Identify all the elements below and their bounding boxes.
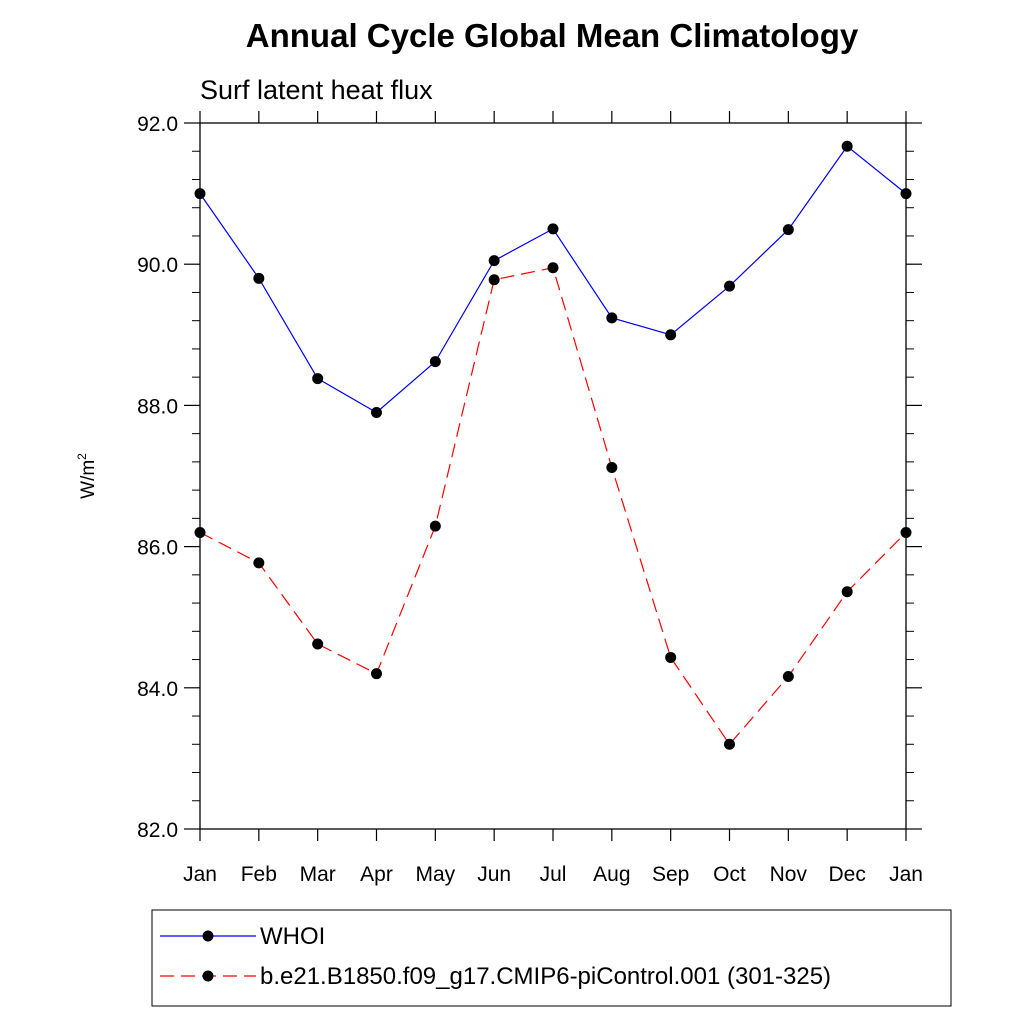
y-tick-label: 86.0 <box>137 537 178 560</box>
data-point <box>429 520 441 532</box>
x-tick-label: Oct <box>713 863 746 886</box>
y-tick-label: 90.0 <box>137 254 178 277</box>
x-tick-label: Aug <box>593 863 630 886</box>
series-group <box>194 140 912 750</box>
x-tick-label: Mar <box>300 863 336 886</box>
y-tick-labels: 82.0 84.0 86.0 88.0 90.0 92.0 <box>137 113 178 842</box>
data-point <box>312 638 324 650</box>
chart-title: Annual Cycle Global Mean Climatology <box>246 17 859 54</box>
x-tick-label: Jun <box>477 863 511 886</box>
y-tick-label: 92.0 <box>137 113 178 136</box>
x-tick-label: Feb <box>241 863 277 886</box>
data-point <box>312 373 324 385</box>
x-tick-label: Apr <box>360 863 393 886</box>
legend-marker <box>202 970 214 982</box>
data-point <box>429 356 441 368</box>
axis-ticks <box>184 111 922 841</box>
x-tick-label: May <box>415 863 455 886</box>
data-point <box>782 224 794 236</box>
data-point <box>253 557 265 569</box>
x-tick-label: Jul <box>540 863 567 886</box>
data-point <box>841 586 853 598</box>
data-point <box>371 406 382 418</box>
y-tick-label: 84.0 <box>137 678 178 701</box>
data-point <box>782 671 794 683</box>
data-point <box>606 462 618 474</box>
data-point <box>665 329 677 341</box>
legend-label: b.e21.B1850.f09_g17.CMIP6-piControl.001 … <box>260 963 831 990</box>
x-tick-label: Jan <box>183 863 217 886</box>
data-point <box>665 651 677 663</box>
x-tick-label: Dec <box>828 863 865 886</box>
data-point <box>488 274 500 286</box>
y-axis-label-base: W/m <box>78 460 99 499</box>
series-line <box>199 267 907 746</box>
x-tick-label: Jan <box>889 863 923 886</box>
legend-box <box>151 909 952 1007</box>
data-point <box>547 262 559 274</box>
series-line <box>199 145 907 414</box>
legend-label: WHOI <box>260 923 325 950</box>
data-point <box>724 280 735 292</box>
data-point <box>900 188 912 200</box>
data-point <box>547 223 559 235</box>
legend: WHOI b.e21.B1850.f09_g17.CMIP6-piControl.… <box>160 923 831 990</box>
data-point <box>371 668 382 680</box>
data-point <box>606 312 618 324</box>
data-point <box>194 188 206 200</box>
y-axis-label-superscript: 2 <box>75 453 89 460</box>
y-axis-label: W/m2 <box>75 453 99 499</box>
chart-subtitle: Surf latent heat flux <box>200 75 433 105</box>
y-tick-label: 88.0 <box>137 395 178 418</box>
data-point <box>841 140 853 152</box>
x-tick-label: Sep <box>652 863 689 886</box>
legend-marker <box>202 930 214 942</box>
x-tick-label: Nov <box>770 863 808 886</box>
data-point <box>194 526 206 538</box>
x-tick-labels: Jan Feb Mar Apr May Jun Jul Aug Sep Oct Nov Dec Jan <box>183 863 923 886</box>
data-point <box>900 526 912 538</box>
y-tick-label: 82.0 <box>137 819 178 842</box>
data-point <box>724 738 735 750</box>
data-point <box>488 255 500 267</box>
data-point <box>253 272 265 284</box>
